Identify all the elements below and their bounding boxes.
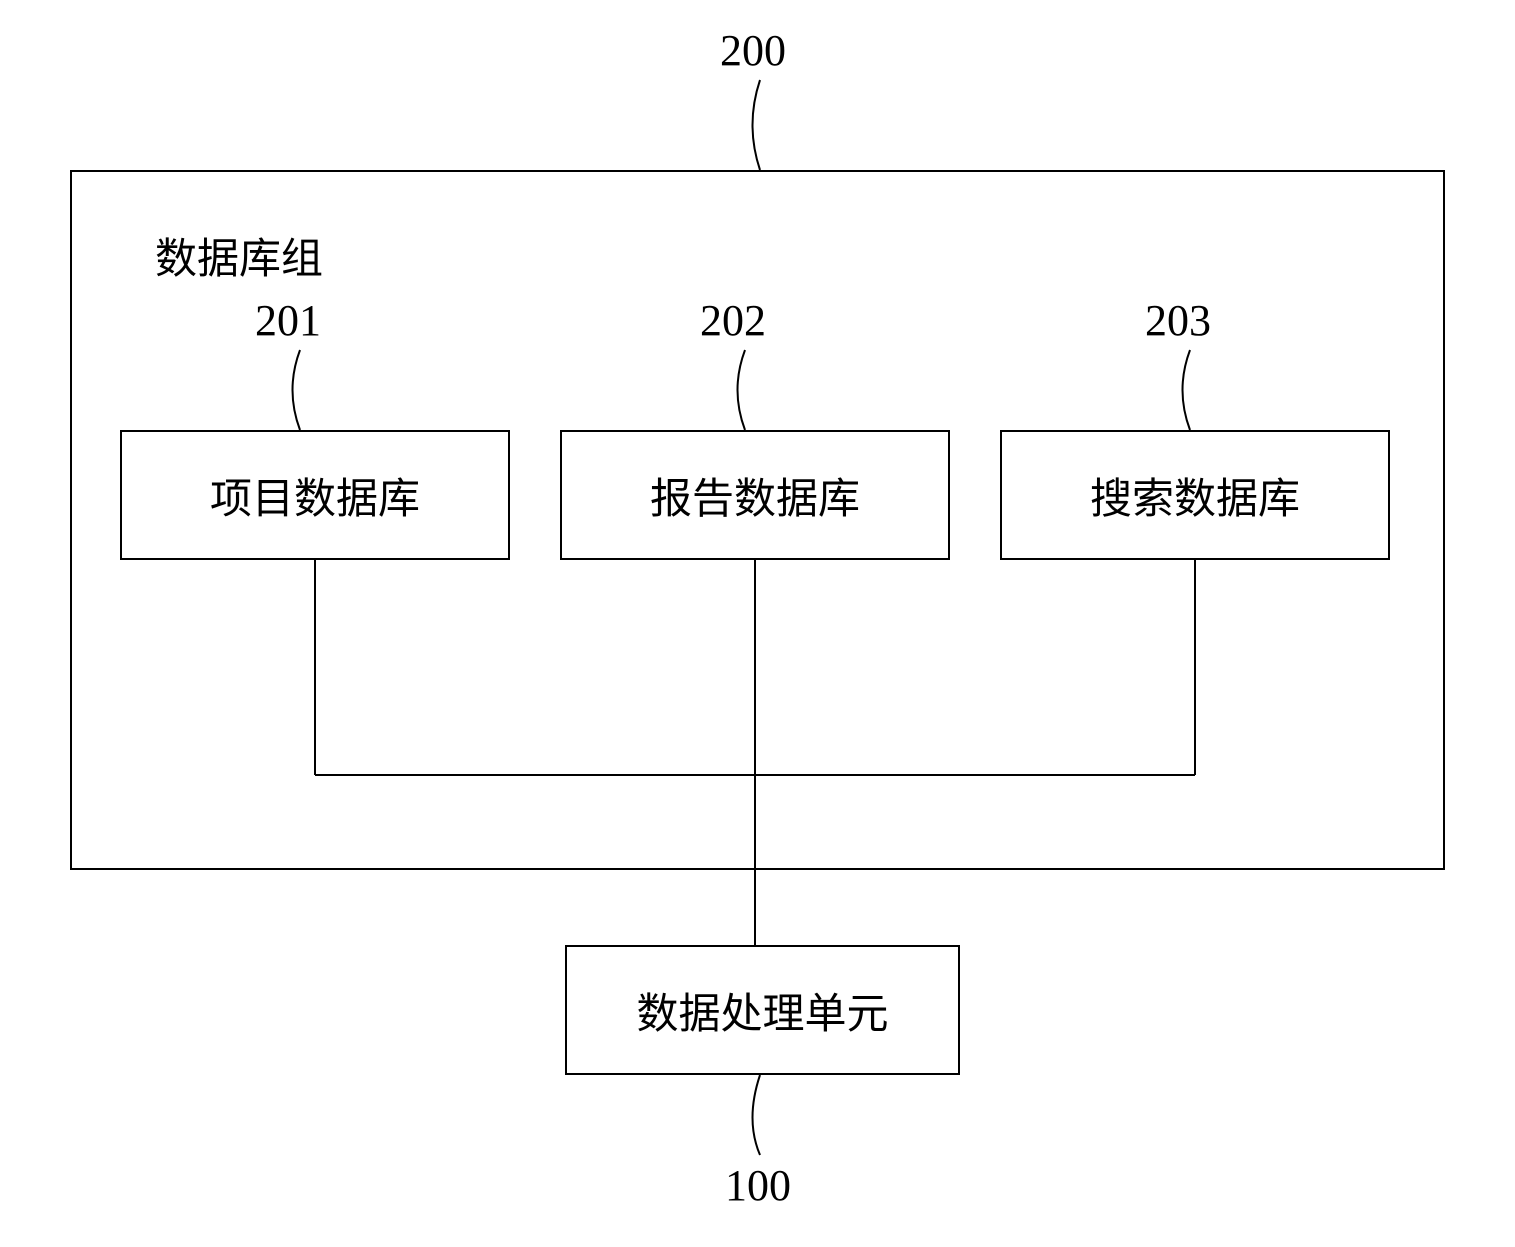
- search-database-label: 搜索数据库: [1090, 465, 1300, 526]
- block-diagram: 200 201 202 203 100 数据库组 项目数据库 报告数据库 搜索数…: [0, 0, 1515, 1247]
- leader-100: [753, 1075, 761, 1155]
- search-database-box: 搜索数据库: [1000, 430, 1390, 560]
- data-processing-unit-box: 数据处理单元: [565, 945, 960, 1075]
- report-database-label: 报告数据库: [650, 465, 860, 526]
- data-processing-unit-label: 数据处理单元: [636, 980, 888, 1041]
- database-group-title: 数据库组: [155, 225, 323, 286]
- project-database-box: 项目数据库: [120, 430, 510, 560]
- project-database-label: 项目数据库: [210, 465, 420, 526]
- ref-label-100: 100: [725, 1160, 791, 1211]
- leader-200: [753, 80, 761, 170]
- ref-label-200: 200: [720, 25, 786, 76]
- report-database-box: 报告数据库: [560, 430, 950, 560]
